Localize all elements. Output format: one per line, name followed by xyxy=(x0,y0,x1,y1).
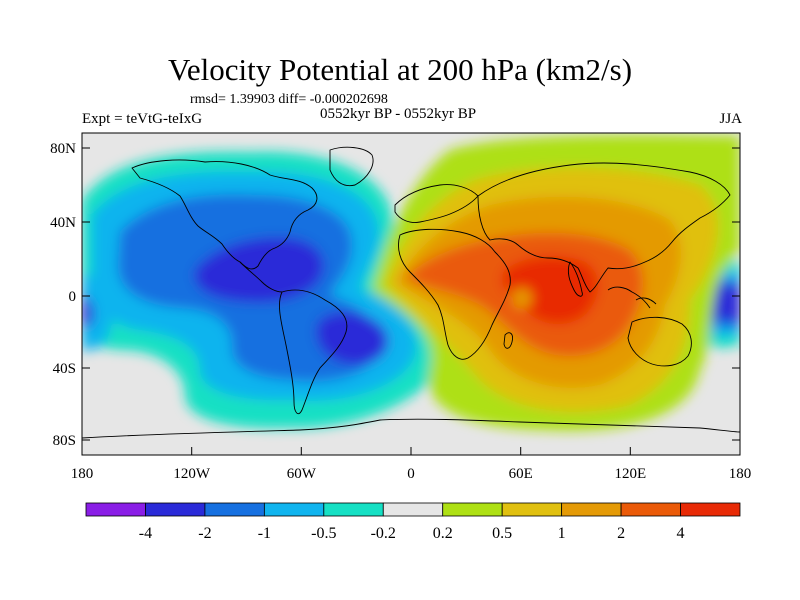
colorbar-label: -2 xyxy=(198,525,211,542)
longitude-labels: 180 120W 60W 0 60E 120E 180 xyxy=(71,466,752,482)
axis-ticks xyxy=(81,147,741,455)
contour-neg-2 xyxy=(194,237,324,303)
colorbar-label: 4 xyxy=(677,525,685,542)
colorbar-box xyxy=(145,502,206,517)
lon-label: 0 xyxy=(407,466,415,482)
colorbar-box xyxy=(323,502,384,517)
colorbar-box xyxy=(501,502,563,517)
season-label: JJA xyxy=(719,111,742,127)
lat-label: 0 xyxy=(69,289,77,305)
colorbar-box xyxy=(680,502,741,517)
colorbar-label: 0.5 xyxy=(492,525,512,542)
colorbar-label: -1 xyxy=(258,525,271,542)
colorbar-label: 1 xyxy=(558,525,566,542)
lat-label: 80N xyxy=(50,141,76,157)
coastlines xyxy=(82,146,740,439)
colorbar: -4 -2 -1 -0.5 -0.2 0.2 0.5 1 2 4 xyxy=(85,502,741,542)
colorbar-label: -0.2 xyxy=(371,525,396,542)
colorbar-label: 2 xyxy=(617,525,625,542)
lon-label: 180 xyxy=(71,466,94,482)
lon-label: 60E xyxy=(509,466,533,482)
map-panel xyxy=(82,133,740,455)
lon-label: 60W xyxy=(287,466,317,482)
colorbar-label: -4 xyxy=(139,525,152,542)
colorbar-box xyxy=(204,502,265,517)
colorbar-box xyxy=(85,502,146,517)
colorbar-box xyxy=(561,502,622,517)
contour-neg-cp xyxy=(82,275,113,351)
colorbar-label: -0.5 xyxy=(311,525,336,542)
lat-label: 40N xyxy=(50,215,76,231)
lat-label: 40S xyxy=(53,361,76,377)
lon-label: 120E xyxy=(614,466,646,482)
experiment-label: Expt = teVtG-teIxG xyxy=(82,111,203,127)
lat-label: 80S xyxy=(53,433,76,449)
period-label: 0552kyr BP - 0552kyr BP xyxy=(320,106,477,122)
contour-neg-cp2 xyxy=(82,295,94,328)
stats-text: rmsd= 1.39903 diff= -0.000202698 xyxy=(190,92,388,107)
colorbar-box xyxy=(382,502,444,517)
lon-label: 120W xyxy=(173,466,211,482)
colorbar-box xyxy=(620,502,681,517)
contour-pos-dip xyxy=(512,288,532,309)
velocity-potential-field xyxy=(82,134,740,431)
colorbar-box xyxy=(263,502,325,517)
lon-label: 180 xyxy=(729,466,752,482)
map-title: Velocity Potential at 200 hPa (km2/s) xyxy=(167,52,633,87)
latitude-labels: 80N 40N 0 40S 80S xyxy=(50,141,76,449)
colorbar-box xyxy=(442,502,503,517)
colorbar-label: 0.2 xyxy=(433,525,453,542)
